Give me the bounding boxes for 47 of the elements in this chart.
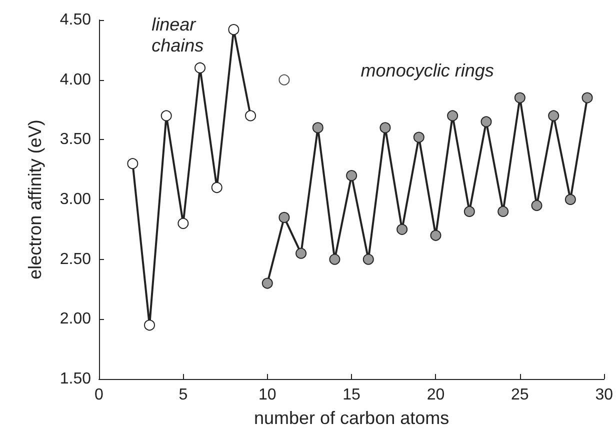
point xyxy=(531,200,542,211)
point xyxy=(548,110,560,122)
point xyxy=(262,278,273,289)
point xyxy=(346,170,358,182)
y-axis-title: electron affinity (eV) xyxy=(25,120,45,280)
point xyxy=(127,158,138,170)
series-label: monocyclic rings xyxy=(360,60,494,80)
point xyxy=(278,212,290,223)
x-tick-label: 0 xyxy=(94,386,104,404)
y-tick-label: 2.00 xyxy=(60,310,92,328)
series-label: linear chains xyxy=(152,14,204,56)
y-tick-label: 4.00 xyxy=(60,71,92,88)
point xyxy=(430,230,442,241)
x-tick-label: 5 xyxy=(178,386,188,404)
y-tick-label: 4.50 xyxy=(60,12,92,28)
point xyxy=(245,110,256,122)
y-tick-label: 1.50 xyxy=(60,370,92,388)
point xyxy=(178,218,189,229)
point xyxy=(564,194,576,205)
point xyxy=(160,110,172,122)
x-tick-label: 30 xyxy=(595,386,614,404)
point xyxy=(278,74,290,86)
point xyxy=(582,92,593,104)
point xyxy=(228,24,240,36)
point xyxy=(312,122,324,134)
x-tick-label: 20 xyxy=(426,386,445,404)
point xyxy=(447,110,458,122)
point xyxy=(362,254,374,265)
point xyxy=(211,182,222,194)
point xyxy=(464,206,475,217)
y-tick-label: 2.50 xyxy=(60,250,92,268)
x-tick-label: 25 xyxy=(511,386,529,404)
x-tick-label: 15 xyxy=(342,386,361,404)
x-tick-label: 10 xyxy=(258,386,276,404)
point xyxy=(329,254,340,265)
point xyxy=(480,116,492,128)
y-tick-label: 3.00 xyxy=(60,191,92,208)
point xyxy=(380,122,391,134)
point xyxy=(498,206,509,217)
point xyxy=(413,132,424,143)
point xyxy=(144,320,156,331)
point xyxy=(514,92,526,104)
y-tick-label: 3.50 xyxy=(60,131,92,148)
point xyxy=(194,62,206,74)
point xyxy=(296,248,307,259)
point xyxy=(396,224,408,235)
x-axis-title: number of carbon atoms xyxy=(254,408,450,428)
